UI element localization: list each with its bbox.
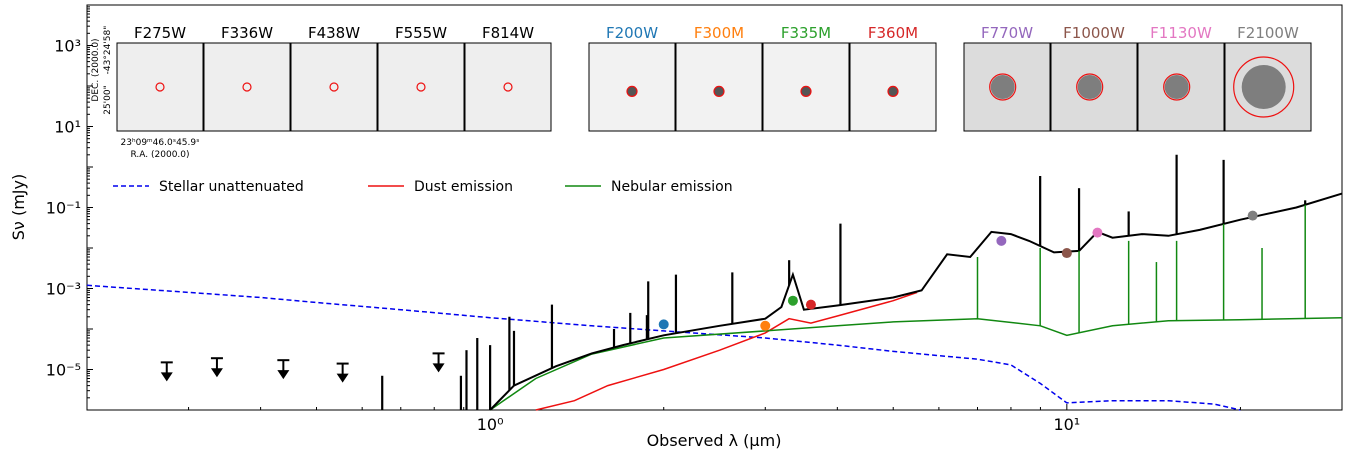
cutout-panel-f2100w: F2100W	[1224, 24, 1312, 132]
cutout-panel-f200w: F200W	[588, 24, 676, 132]
series-line-dust	[535, 291, 918, 411]
aperture-circle	[1076, 73, 1104, 101]
cutout-label: F1000W	[1063, 24, 1125, 42]
cutout-image	[377, 42, 465, 132]
aperture-circle	[242, 82, 252, 92]
cutout-panel-f360m: F360M	[849, 24, 937, 132]
plot-area	[86, 154, 1343, 411]
y-tick-label: 10¹	[54, 118, 81, 137]
y-axis-label: Sν (mJy)	[9, 174, 28, 240]
y-tick-label: 10⁻⁵	[46, 361, 81, 380]
cutout-panels: F275W F336W F438W F555W F814W F200W F300M F335M…	[91, 24, 1312, 160]
aperture-circle	[989, 73, 1017, 101]
cutout-panel-f770w: F770W	[963, 24, 1051, 132]
y-tick-label: 10⁻³	[46, 280, 81, 299]
photometry-point-f1000w	[1061, 248, 1072, 259]
aperture-circle	[713, 85, 725, 98]
cutout-source	[1164, 75, 1189, 99]
photometry-point-f2100w	[1247, 210, 1258, 221]
upper-limit-marker	[336, 362, 349, 383]
cutout-source	[714, 86, 724, 97]
ra-axis-label: R.A. (2000.0)	[130, 150, 189, 160]
aperture-circle	[800, 85, 812, 98]
cutout-label: F200W	[606, 24, 658, 42]
series-line-total	[489, 192, 1343, 411]
cutout-panel-f814w: F814W	[464, 24, 552, 132]
aperture-circle	[416, 82, 426, 92]
aperture-circle	[626, 85, 638, 98]
y-tick-label: 10⁻¹	[46, 199, 81, 218]
cutout-source	[801, 86, 811, 97]
upper-limit-marker	[210, 357, 223, 378]
ra-tick-label: 23ʰ09ᵐ46.0ˢ45.9ˢ	[121, 138, 200, 148]
cutout-source	[627, 86, 637, 97]
aperture-circle	[887, 85, 899, 98]
dec-axis-label: DEC. (2000.0)	[91, 38, 101, 101]
photometry-point-f360m	[805, 299, 816, 310]
cutout-panel-f335m: F335M	[762, 24, 850, 132]
cutout-label: F2100W	[1237, 24, 1299, 42]
upper-limit-arrow	[277, 370, 290, 380]
upper-limit-marker	[432, 352, 445, 373]
photometry-point-f335m	[787, 295, 798, 306]
cutout-source	[990, 75, 1015, 99]
dec-tick-label: -43°24'58"	[103, 26, 113, 75]
cutout-label: F336W	[221, 24, 273, 42]
aperture-circle	[1233, 56, 1295, 118]
axes: 10⁻⁵ 10⁻³ 10⁻¹ 10¹ 10³ 10⁰ 10¹	[46, 4, 1343, 434]
cutout-label: F814W	[482, 24, 534, 42]
y-tick-label: 10³	[54, 37, 81, 56]
photometry-point-f770w	[996, 235, 1007, 246]
cutout-panel-f336w: F336W	[203, 24, 291, 132]
upper-limit-marker	[277, 359, 290, 380]
aperture-circle	[155, 82, 165, 92]
cutout-image	[290, 42, 378, 132]
cutout-label: F1130W	[1150, 24, 1212, 42]
upper-limit-marker	[160, 361, 173, 382]
cutout-source	[1077, 75, 1102, 99]
cutout-label: F335M	[781, 24, 831, 42]
upper-limit-arrow	[432, 363, 445, 373]
cutout-panel-f275w: F275W	[116, 24, 204, 132]
upper-limit-arrow	[336, 373, 349, 383]
x-axis-label: Observed λ (μm)	[647, 431, 782, 450]
legend: Stellar unattenuated Dust emission Nebular…	[113, 179, 733, 195]
dec-tick-label: 25'00"	[103, 85, 113, 115]
cutout-panel-f300m: F300M	[675, 24, 763, 132]
cutout-image	[203, 42, 291, 132]
cutout-panel-f1000w: F1000W	[1050, 24, 1138, 132]
legend-label: Stellar unattenuated	[159, 179, 304, 195]
photometry-point-f200w	[658, 319, 669, 330]
photometry-point-f1130w	[1092, 227, 1103, 238]
upper-limit-arrow	[210, 368, 223, 378]
series-line-stellar	[86, 284, 1241, 411]
cutout-panel-f555w: F555W	[377, 24, 465, 132]
legend-label: Dust emission	[414, 179, 513, 195]
cutout-source	[1241, 65, 1286, 109]
series-line-nebular	[489, 316, 1343, 411]
cutout-label: F438W	[308, 24, 360, 42]
aperture-circle	[329, 82, 339, 92]
cutout-label: F275W	[134, 24, 186, 42]
aperture-circle	[503, 82, 513, 92]
cutout-label: F360M	[868, 24, 918, 42]
photometry-point-f300m	[760, 320, 771, 331]
cutout-source	[888, 86, 898, 97]
cutout-panel-f438w: F438W	[290, 24, 378, 132]
x-tick-label: 10⁰	[477, 415, 504, 434]
cutout-panel-f1130w: F1130W	[1137, 24, 1225, 132]
cutout-image	[464, 42, 552, 132]
aperture-circle	[1163, 73, 1191, 101]
cutout-label: F300M	[694, 24, 744, 42]
cutout-image	[116, 42, 204, 132]
x-tick-label: 10¹	[1053, 415, 1080, 434]
upper-limit-arrow	[160, 372, 173, 382]
cutout-label: F555W	[395, 24, 447, 42]
legend-label: Nebular emission	[611, 179, 733, 195]
cutout-label: F770W	[981, 24, 1033, 42]
